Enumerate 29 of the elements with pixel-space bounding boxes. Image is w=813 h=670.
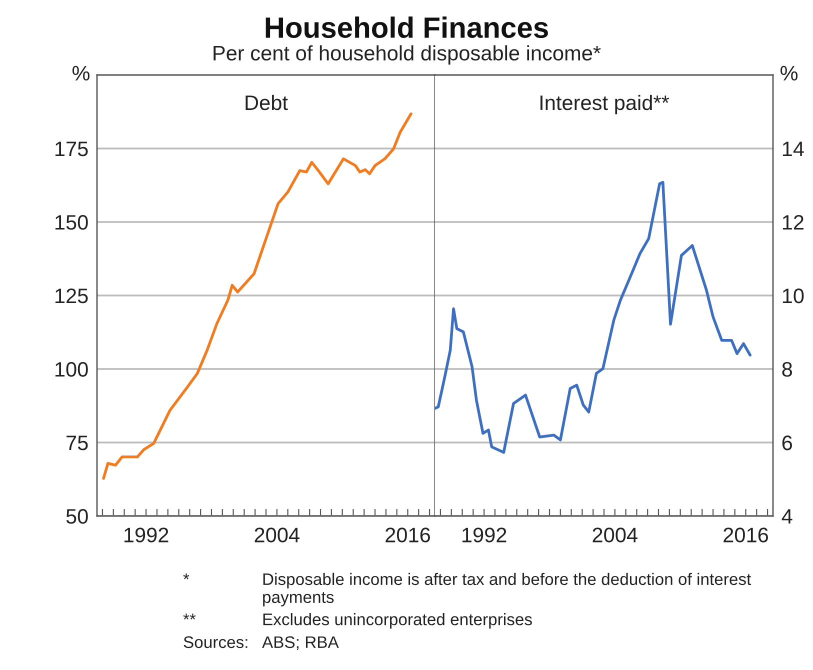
y2-tick-label: 10 bbox=[782, 288, 804, 304]
line-series bbox=[435, 180, 752, 454]
y2-tick-label: 6 bbox=[782, 436, 792, 450]
x-tick-label: 2004 bbox=[592, 528, 638, 542]
x-tick-label: 2016 bbox=[724, 528, 768, 542]
y-tick-label: 125 bbox=[56, 288, 88, 304]
chart-subtitle: Per cent of household disposable income* bbox=[214, 45, 601, 65]
x-tick-label: 2016 bbox=[386, 528, 430, 542]
y2-axis-title: % bbox=[780, 66, 798, 81]
y-tick-label: 50 bbox=[66, 509, 88, 524]
text: Debt bbox=[246, 94, 288, 110]
text: Interest paid** bbox=[540, 94, 670, 114]
y-tick-label: 150 bbox=[56, 215, 88, 230]
y2-tick-label: 8 bbox=[782, 362, 792, 377]
y2-tick-label: 12 bbox=[782, 215, 804, 230]
y-tick-label: 75 bbox=[66, 436, 88, 450]
line-series bbox=[102, 112, 412, 480]
text: * Disposable income is after tax and before the deduction of interest payments bbox=[183, 572, 752, 606]
y2-tick-label: 4 bbox=[782, 509, 792, 524]
y-tick-label: 175 bbox=[56, 142, 88, 156]
x-tick-label: 1992 bbox=[462, 528, 506, 542]
text: ** Excludes unincorporated enterprises bbox=[183, 613, 532, 629]
y-tick-label: 100 bbox=[56, 362, 88, 377]
source-note: Sources: ABS; RBA bbox=[184, 636, 339, 650]
y2-tick-label: 14 bbox=[782, 142, 804, 156]
y-axis-title: % bbox=[72, 66, 90, 81]
x-tick-label: 1992 bbox=[124, 528, 168, 542]
chart-title: Household Finances bbox=[266, 16, 548, 38]
x-tick-label: 2004 bbox=[254, 528, 300, 542]
